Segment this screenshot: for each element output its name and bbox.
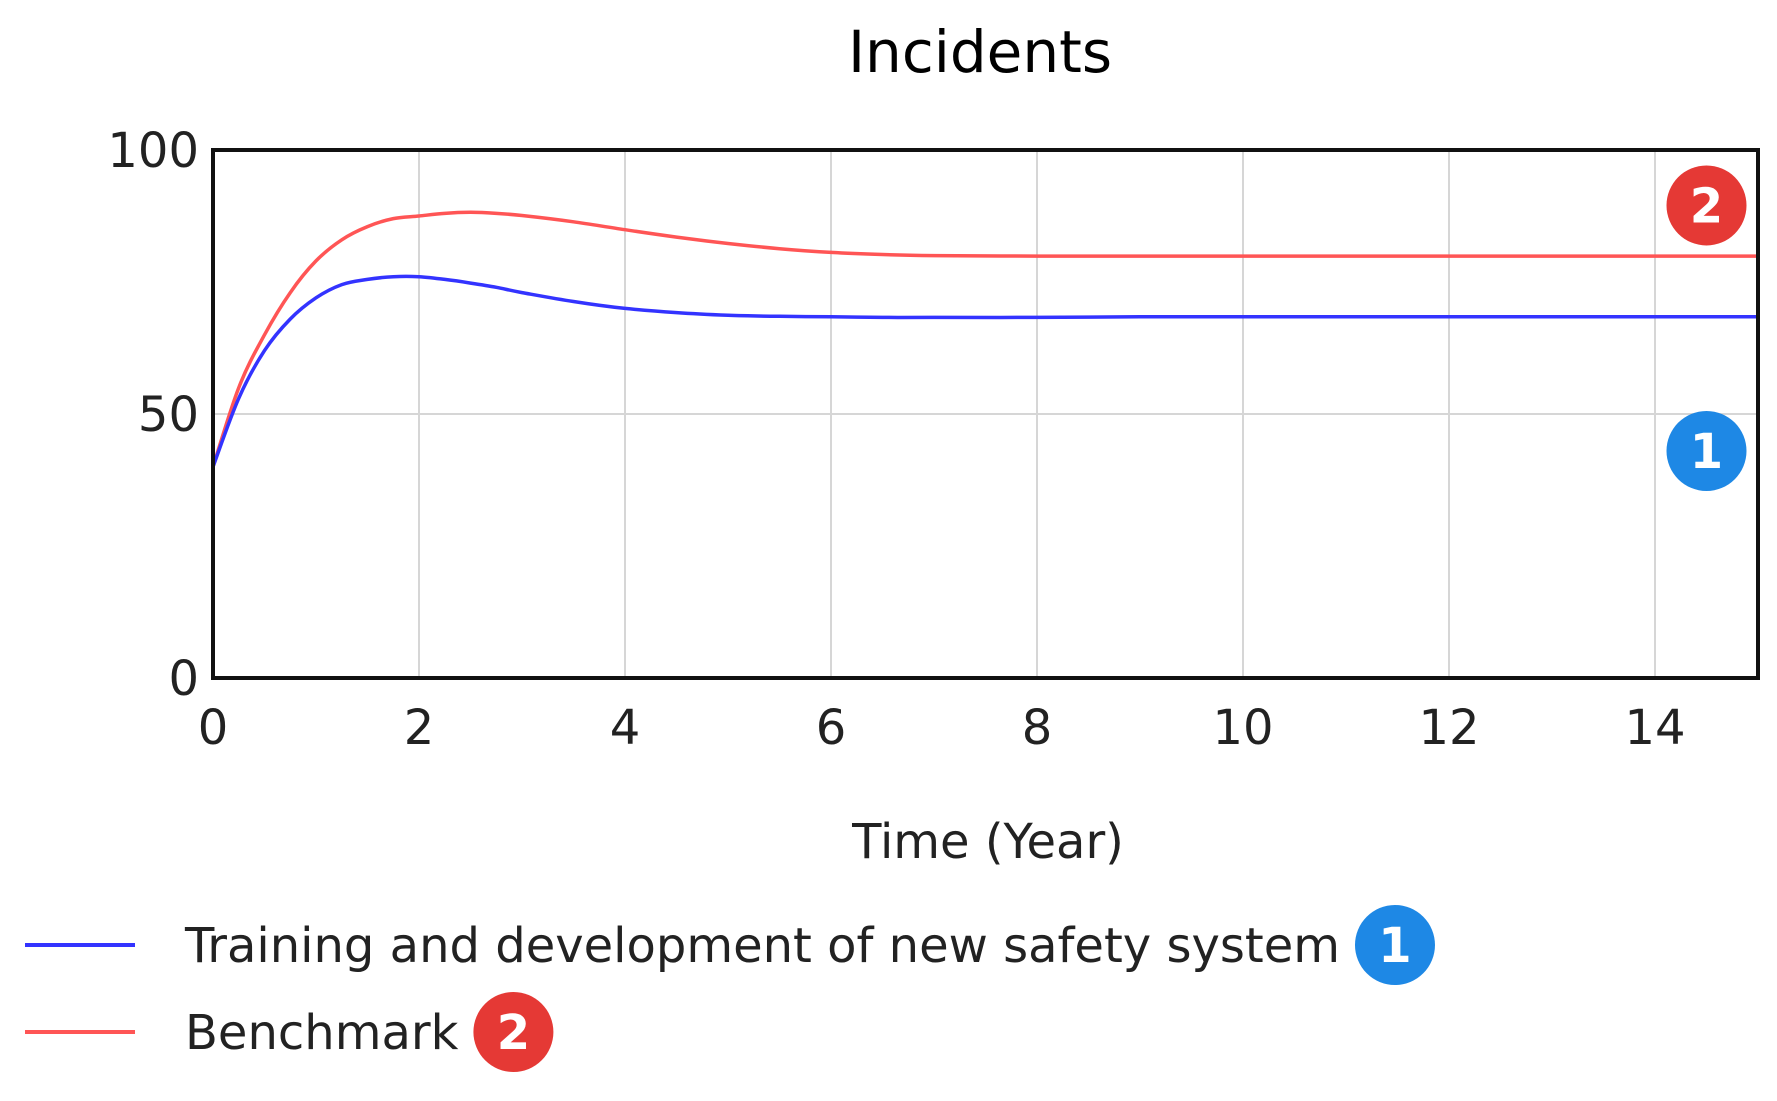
legend-marker-label: 1 (1378, 918, 1411, 974)
x-tick-label: 10 (1212, 700, 1273, 756)
x-axis-ticks: 0 2 4 6 8 10 12 14 (198, 700, 1686, 756)
x-tick-label: 2 (404, 700, 435, 756)
series-marker-label: 1 (1690, 424, 1723, 480)
series-layer (211, 210, 1758, 468)
series-marker-label: 2 (1690, 178, 1723, 234)
chart-title: Incidents (848, 18, 1112, 86)
y-tick-label: 50 (138, 387, 199, 443)
y-axis-ticks: 0 50 100 (107, 123, 199, 707)
y-tick-label: 100 (107, 123, 199, 179)
legend-marker-1 (1354, 905, 1435, 985)
legend-marker-label: 2 (497, 1005, 530, 1061)
legend-label-1: Training and development of new safety s… (184, 918, 1340, 974)
series-line-1 (211, 274, 1758, 468)
series-end-markers: 12 (1666, 165, 1747, 491)
x-axis-label: Time (Year) (851, 814, 1124, 870)
legend-label-2: Benchmark (185, 1005, 459, 1061)
x-tick-label: 14 (1624, 700, 1685, 756)
grid (212, 149, 1758, 679)
x-tick-label: 8 (1022, 700, 1053, 756)
y-tick-label: 0 (168, 651, 199, 707)
series-marker-2 (1666, 165, 1747, 246)
legend-marker-2 (473, 992, 554, 1072)
series-marker-1 (1666, 410, 1747, 491)
x-tick-label: 0 (198, 700, 229, 756)
x-tick-label: 4 (610, 700, 641, 756)
x-tick-label: 12 (1418, 700, 1479, 756)
series-line-2 (211, 210, 1758, 468)
x-tick-label: 6 (816, 700, 847, 756)
legend: Training and development of new safety s… (25, 905, 1435, 1072)
plot-frame (211, 148, 1760, 680)
